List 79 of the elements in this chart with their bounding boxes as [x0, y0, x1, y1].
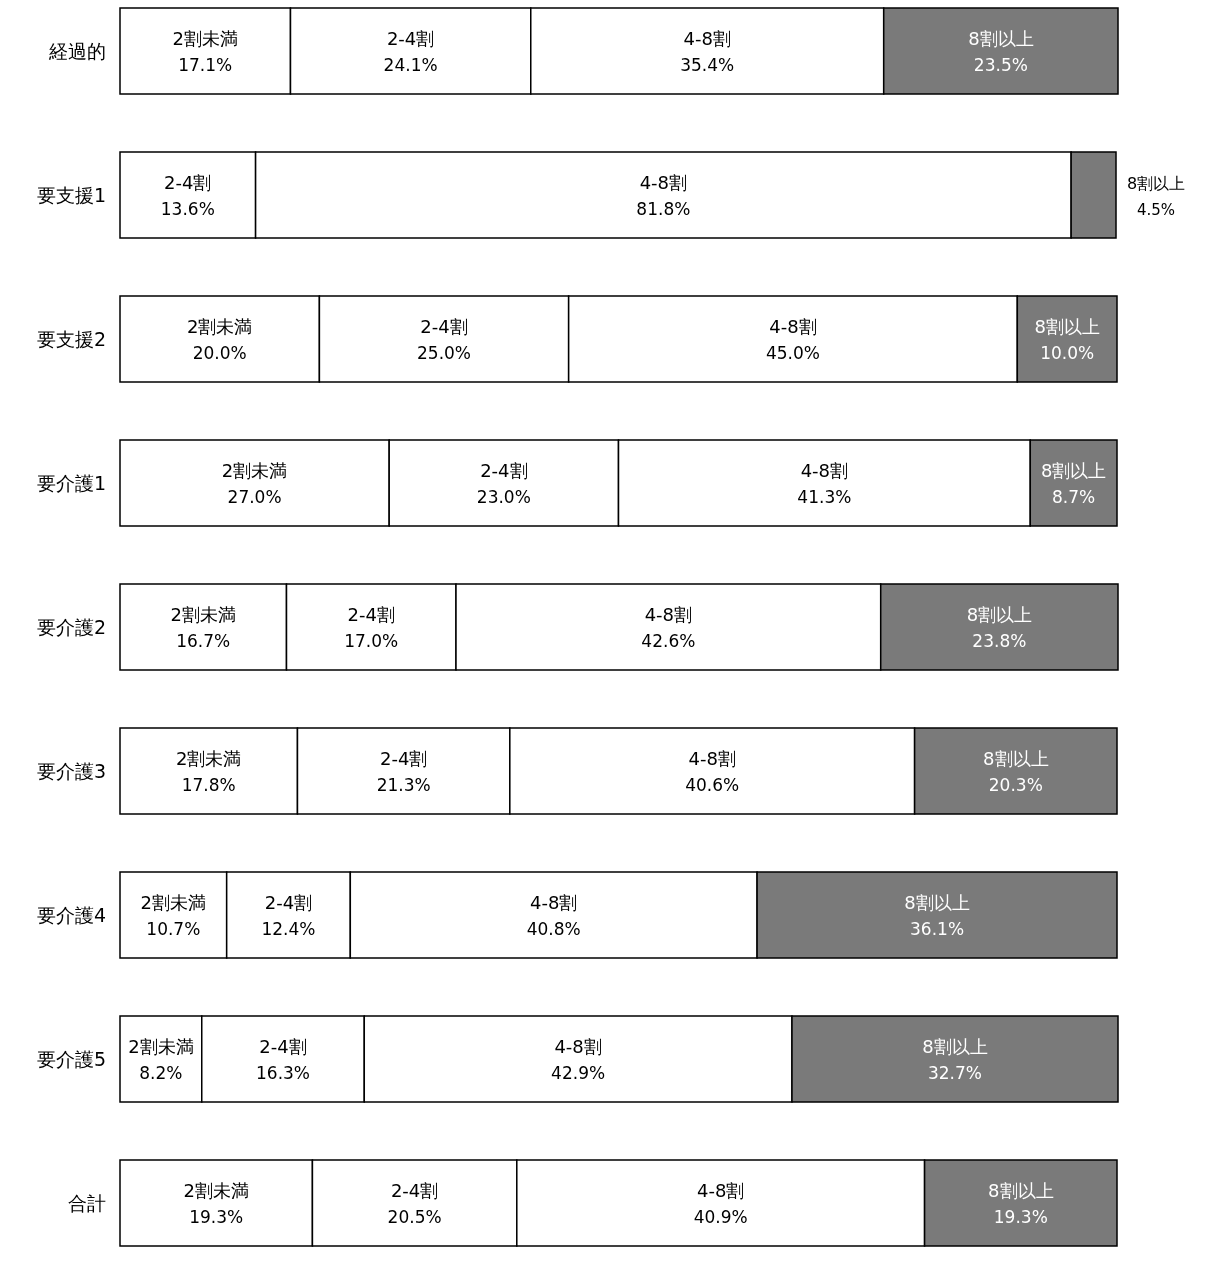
data-label: 13.6% [160, 199, 215, 219]
text: 8割以上 [1126, 174, 1186, 193]
text: 4-8割 [800, 460, 849, 481]
data-label: 40.6% [685, 775, 740, 795]
data-label: 10.0% [1040, 343, 1095, 363]
series-label: 2-4割 [386, 28, 435, 49]
text: 2割未満 [140, 892, 207, 913]
text: 4-8割 [529, 892, 578, 913]
data-label: 16.7% [176, 631, 231, 651]
data-label: 21.3% [376, 775, 431, 795]
data-label: 10.7% [146, 919, 201, 939]
text: 2-4割 [259, 1036, 307, 1057]
text: 4-8割 [688, 748, 736, 769]
data-label: 4.5% [1136, 201, 1176, 219]
text: 2割未満 [221, 460, 288, 481]
data-label: 45.0% [765, 343, 820, 363]
data-label: 25.0% [417, 343, 472, 363]
data-label: 35.4% [680, 55, 735, 75]
data-label: 17.8% [181, 775, 236, 795]
text: 2-4割 [390, 1180, 439, 1201]
data-label: 20.3% [988, 775, 1043, 795]
text: 2-4割 [379, 748, 428, 769]
data-label: 40.8% [526, 919, 581, 939]
data-label: 8.2% [139, 1063, 183, 1083]
text: 2割未満 [170, 604, 236, 625]
text: 8割以上 [988, 1180, 1054, 1201]
data-label: 12.4% [261, 919, 316, 939]
data-label: 20.5% [387, 1207, 442, 1227]
text: 2割未満 [186, 316, 253, 337]
data-label: 40.9% [693, 1207, 748, 1227]
y-tick-label: 要支援1 [36, 184, 106, 206]
text: 4-8割 [696, 1180, 745, 1201]
text: 8割以上 [983, 748, 1049, 769]
series-label: 4-8割 [683, 28, 731, 49]
y-tick-label: 要介護4 [36, 904, 106, 926]
text: 4-8割 [769, 316, 817, 337]
data-label: 41.3% [797, 487, 852, 507]
text: 2割未満 [176, 748, 242, 769]
data-label: 23.0% [476, 487, 531, 507]
data-label: 17.0% [344, 631, 399, 651]
text: 2割未満 [183, 1180, 249, 1201]
data-label: 20.0% [192, 343, 247, 363]
series-label: 2割未満 [128, 1036, 194, 1057]
data-label: 42.9% [551, 1063, 606, 1083]
data-label: 19.3% [189, 1207, 244, 1227]
data-label: 42.6% [641, 631, 696, 651]
text: 4-8割 [639, 172, 688, 193]
text: 2-4割 [264, 892, 313, 913]
text: 8割以上 [1034, 316, 1100, 337]
y-tick-label: 要介護5 [36, 1048, 106, 1070]
data-label: 24.1% [383, 55, 438, 75]
text: 2-4割 [347, 604, 395, 625]
text: 8割以上 [968, 28, 1034, 49]
text: 2割未満 [172, 28, 238, 49]
data-label: 19.3% [993, 1207, 1048, 1227]
y-tick-label: 経過的 [48, 40, 106, 62]
text: 8割以上 [904, 892, 970, 913]
text: 2-4割 [420, 316, 468, 337]
data-label: 8.7% [1052, 487, 1096, 507]
text: 2-4割 [164, 172, 212, 193]
data-label: 17.1% [178, 55, 233, 75]
text: 8割以上 [922, 1036, 988, 1057]
data-label: 36.1% [910, 919, 965, 939]
data-label: 27.0% [227, 487, 282, 507]
text: 4-8割 [554, 1036, 602, 1057]
data-label: 23.8% [972, 631, 1027, 651]
data-label: 23.5% [973, 55, 1028, 75]
series-label: 8割以上 [1040, 460, 1107, 481]
y-tick-label: 要介護3 [36, 760, 106, 782]
y-tick-label: 要介護2 [36, 616, 106, 638]
data-label: 32.7% [927, 1063, 982, 1083]
data-label: 81.8% [636, 199, 691, 219]
data-label: 16.3% [256, 1063, 311, 1083]
y-tick-label: 要支援2 [36, 328, 106, 350]
text: 8割以上 [966, 604, 1033, 625]
text: 2-4割 [480, 460, 528, 481]
y-tick-label: 要介護1 [36, 472, 106, 494]
y-tick-label: 合計 [68, 1192, 106, 1214]
text: 4-8割 [644, 604, 693, 625]
